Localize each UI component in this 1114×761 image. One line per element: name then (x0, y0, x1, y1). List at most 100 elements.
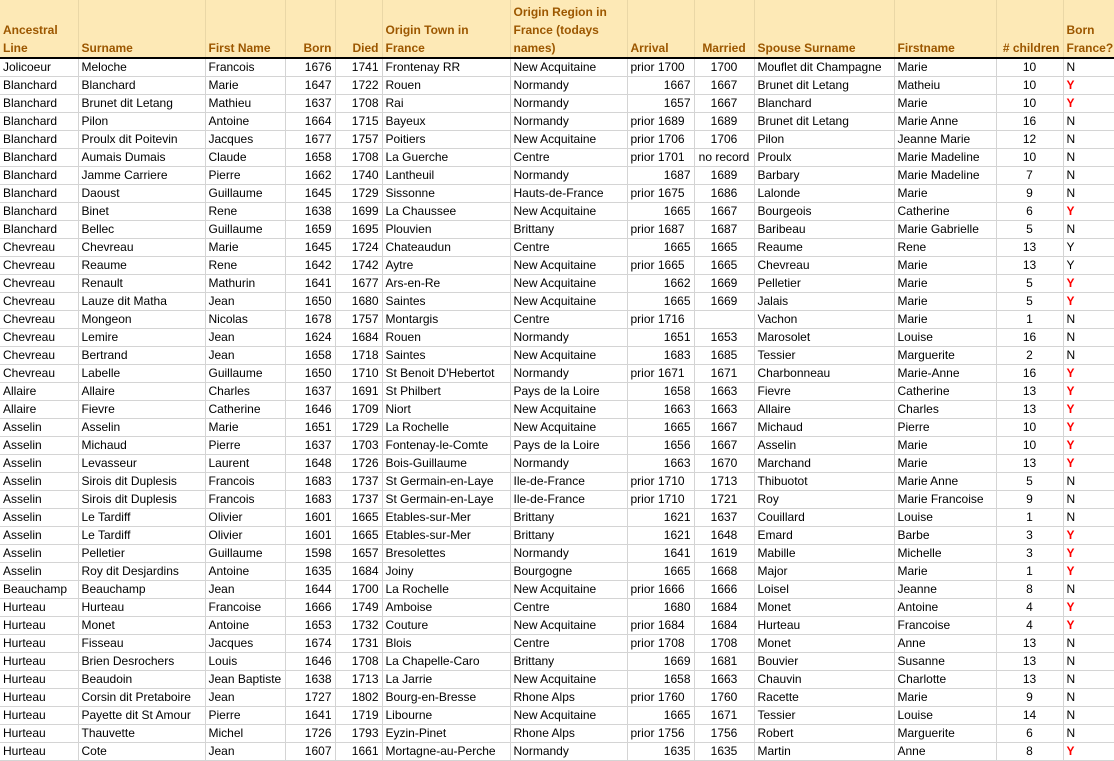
cell-married[interactable]: 1713 (694, 472, 755, 491)
cell-spouse-firstname[interactable]: Antoine (894, 598, 997, 617)
cell-born-france[interactable]: Y (1063, 436, 1114, 455)
cell-surname[interactable]: Labelle (78, 364, 206, 383)
cell-origin-region[interactable]: Pays de la Loire (510, 382, 628, 401)
cell-ancestral-line[interactable]: Chevreau (0, 364, 79, 383)
cell-children-count[interactable]: 10 (996, 418, 1064, 437)
cell-died[interactable]: 1680 (335, 292, 383, 311)
cell-origin-town[interactable]: Rouen (382, 76, 511, 95)
cell-surname[interactable]: Levasseur (78, 454, 206, 473)
cell-children-count[interactable]: 1 (996, 310, 1064, 329)
cell-children-count[interactable]: 3 (996, 544, 1064, 563)
cell-children-count[interactable]: 16 (996, 328, 1064, 347)
cell-first-name[interactable]: Pierre (205, 166, 286, 185)
cell-married[interactable]: no record (694, 148, 755, 167)
cell-married[interactable]: 1689 (694, 166, 755, 185)
column-header-died[interactable]: Died (335, 0, 383, 59)
cell-married[interactable]: 1635 (694, 742, 755, 761)
cell-born[interactable]: 1677 (285, 130, 336, 149)
cell-died[interactable]: 1802 (335, 688, 383, 707)
cell-arrival[interactable]: prior 1687 (627, 220, 695, 239)
column-header-spouse-firstname[interactable]: Firstname (894, 0, 997, 59)
cell-born-france[interactable]: N (1063, 184, 1114, 203)
cell-married[interactable]: 1666 (694, 580, 755, 599)
cell-born-france[interactable]: Y (1063, 256, 1114, 275)
cell-spouse-firstname[interactable]: Marie (894, 454, 997, 473)
cell-spouse-surname[interactable]: Martin (754, 742, 895, 761)
cell-born[interactable]: 1659 (285, 220, 336, 239)
cell-spouse-firstname[interactable]: Marie (894, 58, 997, 77)
cell-died[interactable]: 1684 (335, 328, 383, 347)
cell-died[interactable]: 1684 (335, 562, 383, 581)
cell-origin-region[interactable]: Centre (510, 598, 628, 617)
cell-spouse-firstname[interactable]: Louise (894, 328, 997, 347)
cell-married[interactable]: 1708 (694, 634, 755, 653)
cell-surname[interactable]: Aumais Dumais (78, 148, 206, 167)
cell-ancestral-line[interactable]: Blanchard (0, 130, 79, 149)
cell-surname[interactable]: Brunet dit Letang (78, 94, 206, 113)
cell-spouse-firstname[interactable]: Marie (894, 256, 997, 275)
cell-children-count[interactable]: 13 (996, 400, 1064, 419)
cell-born-france[interactable]: N (1063, 58, 1114, 77)
column-header-children-count[interactable]: # children (996, 0, 1064, 59)
cell-origin-town[interactable]: Etables-sur-Mer (382, 526, 511, 545)
cell-origin-region[interactable]: Rhone Alps (510, 724, 628, 743)
cell-ancestral-line[interactable]: Jolicoeur (0, 58, 79, 77)
cell-ancestral-line[interactable]: Chevreau (0, 310, 79, 329)
cell-surname[interactable]: Blanchard (78, 76, 206, 95)
cell-born[interactable]: 1647 (285, 76, 336, 95)
cell-children-count[interactable]: 9 (996, 184, 1064, 203)
cell-surname[interactable]: Bertrand (78, 346, 206, 365)
cell-married[interactable]: 1619 (694, 544, 755, 563)
cell-origin-region[interactable]: New Acquitaine (510, 418, 628, 437)
cell-born-france[interactable]: Y (1063, 238, 1114, 257)
cell-first-name[interactable]: Jean (205, 580, 286, 599)
cell-first-name[interactable]: Antoine (205, 112, 286, 131)
cell-origin-town[interactable]: St Germain-en-Laye (382, 490, 511, 509)
cell-origin-region[interactable]: Brittany (510, 508, 628, 527)
cell-children-count[interactable]: 16 (996, 112, 1064, 131)
cell-origin-town[interactable]: Bayeux (382, 112, 511, 131)
cell-surname[interactable]: Hurteau (78, 598, 206, 617)
cell-children-count[interactable]: 10 (996, 148, 1064, 167)
cell-born[interactable]: 1683 (285, 472, 336, 491)
cell-spouse-firstname[interactable]: Marie Gabrielle (894, 220, 997, 239)
cell-origin-region[interactable]: New Acquitaine (510, 256, 628, 275)
cell-first-name[interactable]: Mathurin (205, 274, 286, 293)
cell-ancestral-line[interactable]: Blanchard (0, 202, 79, 221)
cell-born-france[interactable]: N (1063, 310, 1114, 329)
cell-married[interactable]: 1653 (694, 328, 755, 347)
cell-spouse-surname[interactable]: Thibuotot (754, 472, 895, 491)
cell-ancestral-line[interactable]: Asselin (0, 472, 79, 491)
cell-arrival[interactable]: 1665 (627, 418, 695, 437)
cell-spouse-surname[interactable]: Michaud (754, 418, 895, 437)
cell-origin-region[interactable]: New Acquitaine (510, 292, 628, 311)
cell-surname[interactable]: Lemire (78, 328, 206, 347)
cell-born-france[interactable]: Y (1063, 274, 1114, 293)
cell-first-name[interactable]: Claude (205, 148, 286, 167)
cell-spouse-firstname[interactable]: Susanne (894, 652, 997, 671)
column-header-origin-region[interactable]: Origin Region in France (todays names) (510, 0, 628, 59)
cell-born-france[interactable]: N (1063, 670, 1114, 689)
cell-first-name[interactable]: Jacques (205, 634, 286, 653)
cell-born-france[interactable]: Y (1063, 742, 1114, 761)
cell-spouse-firstname[interactable]: Charles (894, 400, 997, 419)
cell-children-count[interactable]: 9 (996, 490, 1064, 509)
cell-arrival[interactable]: 1635 (627, 742, 695, 761)
cell-first-name[interactable]: Jean Baptiste (205, 670, 286, 689)
cell-born[interactable]: 1601 (285, 508, 336, 527)
cell-ancestral-line[interactable]: Hurteau (0, 706, 79, 725)
cell-spouse-firstname[interactable]: Marie (894, 94, 997, 113)
cell-ancestral-line[interactable]: Allaire (0, 382, 79, 401)
cell-origin-town[interactable]: La Rochelle (382, 580, 511, 599)
cell-died[interactable]: 1703 (335, 436, 383, 455)
cell-children-count[interactable]: 14 (996, 706, 1064, 725)
cell-first-name[interactable]: Guillaume (205, 220, 286, 239)
cell-origin-town[interactable]: Saintes (382, 292, 511, 311)
cell-surname[interactable]: Michaud (78, 436, 206, 455)
cell-first-name[interactable]: Jean (205, 688, 286, 707)
cell-ancestral-line[interactable]: Chevreau (0, 328, 79, 347)
cell-married[interactable]: 1663 (694, 670, 755, 689)
cell-born-france[interactable]: N (1063, 328, 1114, 347)
cell-spouse-surname[interactable]: Pelletier (754, 274, 895, 293)
cell-died[interactable]: 1726 (335, 454, 383, 473)
